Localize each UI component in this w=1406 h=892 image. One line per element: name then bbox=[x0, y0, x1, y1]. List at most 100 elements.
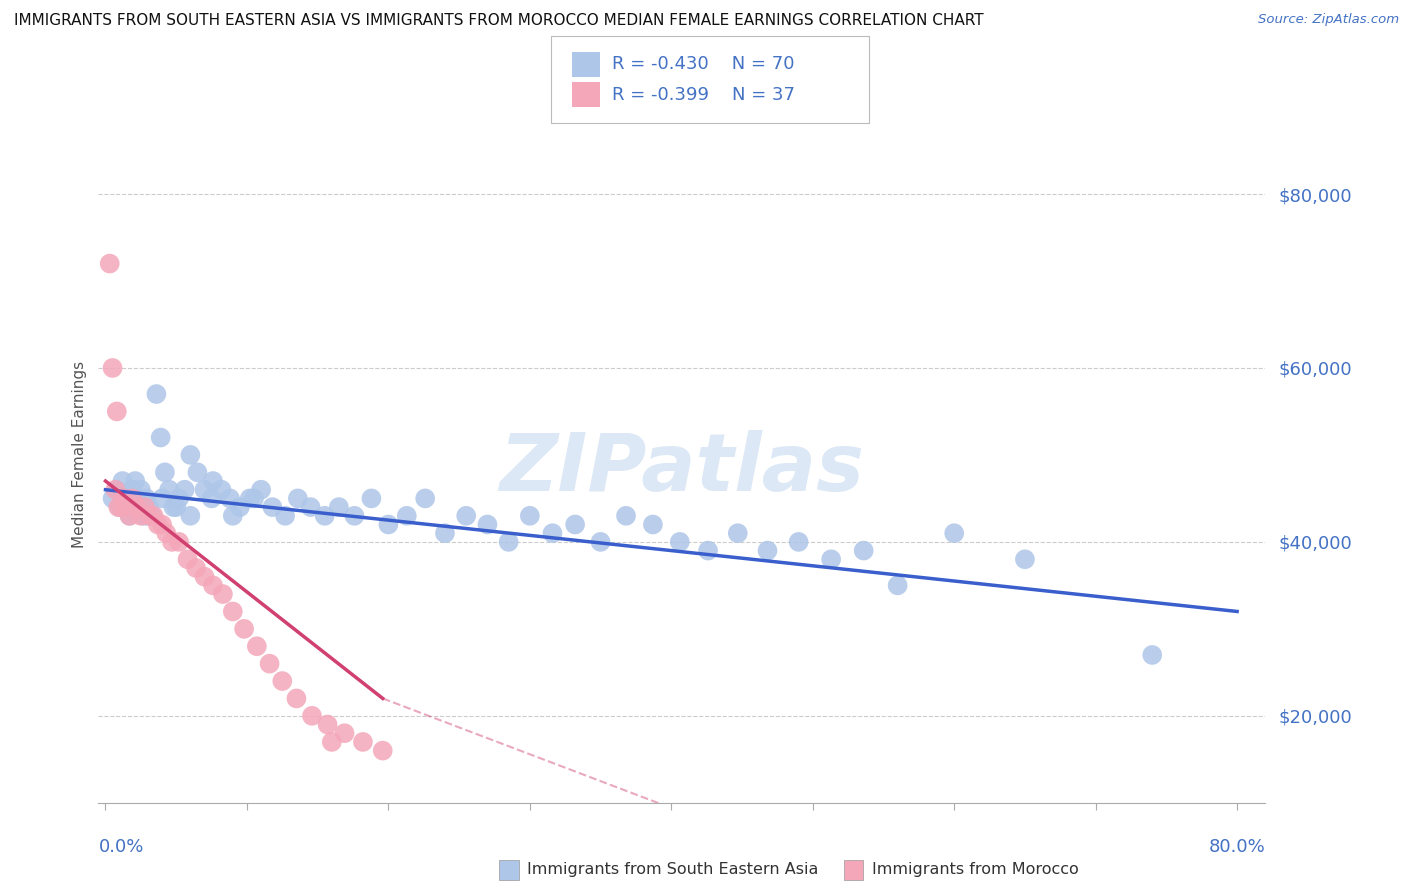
Point bbox=[173, 483, 195, 497]
Point bbox=[138, 500, 160, 514]
Point bbox=[118, 508, 141, 523]
Point bbox=[193, 483, 215, 497]
Point bbox=[222, 508, 245, 523]
Point bbox=[112, 491, 135, 506]
Point bbox=[564, 517, 586, 532]
Point bbox=[136, 508, 159, 523]
Point bbox=[118, 508, 141, 523]
Point bbox=[787, 534, 810, 549]
Point bbox=[219, 491, 242, 506]
Point bbox=[328, 500, 350, 514]
Point bbox=[122, 500, 145, 514]
Point bbox=[135, 491, 157, 506]
Point bbox=[498, 534, 520, 549]
Point bbox=[101, 491, 124, 506]
Text: ZIPatlas: ZIPatlas bbox=[499, 430, 865, 508]
Point bbox=[943, 526, 966, 541]
Point bbox=[433, 526, 456, 541]
Point bbox=[395, 508, 418, 523]
Point bbox=[179, 448, 201, 462]
Point bbox=[1142, 648, 1164, 662]
Point bbox=[108, 500, 131, 514]
Point bbox=[105, 404, 128, 418]
Text: Immigrants from South Eastern Asia: Immigrants from South Eastern Asia bbox=[527, 863, 818, 877]
Point bbox=[145, 387, 167, 401]
Point bbox=[301, 708, 323, 723]
Point bbox=[101, 361, 124, 376]
Point bbox=[212, 587, 235, 601]
Point bbox=[201, 474, 224, 488]
Point bbox=[352, 735, 374, 749]
Point bbox=[160, 534, 183, 549]
Point bbox=[519, 508, 541, 523]
Point bbox=[299, 500, 322, 514]
Text: R = -0.430    N = 70: R = -0.430 N = 70 bbox=[612, 55, 794, 73]
Point bbox=[111, 474, 134, 488]
Point bbox=[110, 500, 132, 514]
Point bbox=[820, 552, 842, 566]
Point bbox=[614, 508, 637, 523]
Point bbox=[125, 500, 148, 514]
Point bbox=[132, 508, 155, 523]
Point bbox=[186, 466, 208, 480]
Point bbox=[229, 500, 252, 514]
Point bbox=[233, 622, 256, 636]
Point bbox=[167, 491, 190, 506]
Point bbox=[243, 491, 266, 506]
Point bbox=[150, 491, 173, 506]
Point bbox=[138, 508, 160, 523]
Point bbox=[333, 726, 356, 740]
Point bbox=[141, 508, 163, 523]
Point bbox=[184, 561, 207, 575]
Point bbox=[179, 508, 201, 523]
Point bbox=[262, 500, 284, 514]
Text: Source: ZipAtlas.com: Source: ZipAtlas.com bbox=[1258, 13, 1399, 27]
Point bbox=[162, 500, 184, 514]
Point bbox=[456, 508, 478, 523]
Point bbox=[271, 674, 294, 689]
Point bbox=[697, 543, 720, 558]
Point bbox=[274, 508, 297, 523]
Point bbox=[239, 491, 262, 506]
Point bbox=[727, 526, 749, 541]
Point bbox=[104, 483, 127, 497]
Point bbox=[105, 483, 128, 497]
Point bbox=[167, 534, 190, 549]
Point bbox=[149, 431, 172, 445]
Point bbox=[127, 500, 149, 514]
Point bbox=[165, 500, 187, 514]
Point bbox=[200, 491, 222, 506]
Point bbox=[756, 543, 779, 558]
Point bbox=[142, 508, 165, 523]
Point bbox=[134, 500, 156, 514]
Text: 0.0%: 0.0% bbox=[98, 838, 143, 856]
Text: Immigrants from Morocco: Immigrants from Morocco bbox=[872, 863, 1078, 877]
Point bbox=[193, 570, 215, 584]
Text: 80.0%: 80.0% bbox=[1209, 838, 1265, 856]
Point bbox=[589, 534, 612, 549]
Point bbox=[259, 657, 281, 671]
Point bbox=[316, 717, 339, 731]
Point bbox=[211, 483, 233, 497]
Point bbox=[107, 500, 129, 514]
Point bbox=[176, 552, 198, 566]
Point bbox=[222, 605, 245, 619]
Point bbox=[360, 491, 382, 506]
Point bbox=[541, 526, 564, 541]
Point bbox=[121, 483, 143, 497]
Point bbox=[115, 491, 138, 506]
Text: R = -0.399    N = 37: R = -0.399 N = 37 bbox=[612, 86, 794, 103]
Point bbox=[668, 534, 690, 549]
Point bbox=[314, 508, 336, 523]
Point bbox=[98, 257, 121, 271]
Point bbox=[146, 517, 169, 532]
Point bbox=[129, 508, 152, 523]
Point bbox=[477, 517, 499, 532]
Point bbox=[886, 578, 908, 592]
Point bbox=[250, 483, 273, 497]
Point bbox=[1014, 552, 1036, 566]
Point bbox=[371, 744, 394, 758]
Point bbox=[852, 543, 875, 558]
Text: IMMIGRANTS FROM SOUTH EASTERN ASIA VS IMMIGRANTS FROM MOROCCO MEDIAN FEMALE EARN: IMMIGRANTS FROM SOUTH EASTERN ASIA VS IM… bbox=[14, 13, 984, 29]
Point bbox=[157, 483, 180, 497]
